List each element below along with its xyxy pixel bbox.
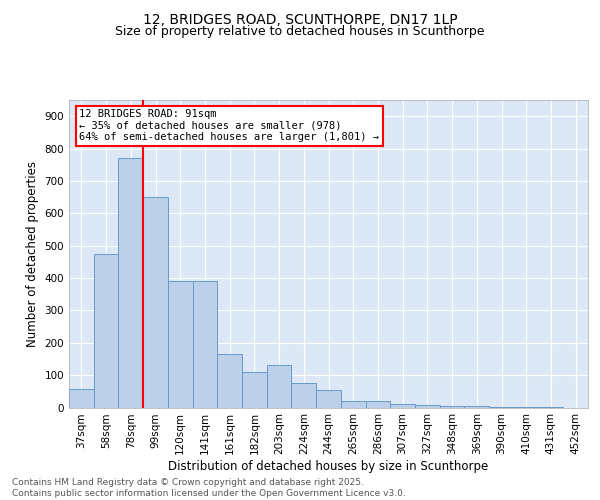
Bar [242,372,267,408]
Bar [341,401,365,407]
Bar [489,406,514,408]
Bar [464,406,489,407]
Bar [539,406,563,408]
Bar [440,406,464,407]
Y-axis label: Number of detached properties: Number of detached properties [26,161,39,347]
Text: 12 BRIDGES ROAD: 91sqm
← 35% of detached houses are smaller (978)
64% of semi-de: 12 BRIDGES ROAD: 91sqm ← 35% of detached… [79,109,379,142]
Bar [69,388,94,407]
Bar [118,158,143,408]
Bar [514,406,539,408]
Bar [143,197,168,408]
Bar [390,404,415,407]
Bar [94,254,118,408]
Bar [193,282,217,408]
Text: Contains HM Land Registry data © Crown copyright and database right 2025.
Contai: Contains HM Land Registry data © Crown c… [12,478,406,498]
Text: Size of property relative to detached houses in Scunthorpe: Size of property relative to detached ho… [115,25,485,38]
Bar [415,405,440,407]
Bar [316,390,341,407]
X-axis label: Distribution of detached houses by size in Scunthorpe: Distribution of detached houses by size … [169,460,488,473]
Bar [292,383,316,407]
Bar [217,354,242,408]
Bar [365,401,390,407]
Bar [267,366,292,408]
Text: 12, BRIDGES ROAD, SCUNTHORPE, DN17 1LP: 12, BRIDGES ROAD, SCUNTHORPE, DN17 1LP [143,12,457,26]
Bar [168,282,193,408]
